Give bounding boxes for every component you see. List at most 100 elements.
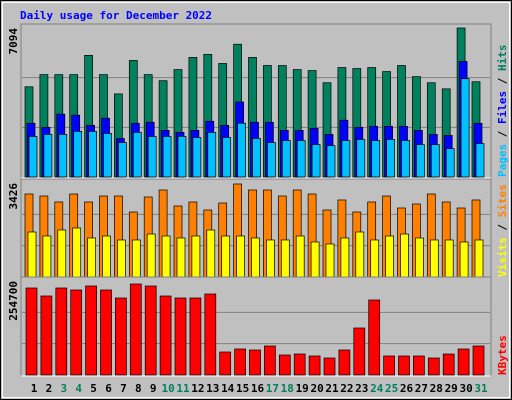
bar [57,229,67,278]
bar [249,349,261,376]
x-tick-label: 20 [310,382,323,395]
bar [370,239,380,278]
bar [460,78,470,178]
bar [356,139,366,178]
bar [176,237,186,278]
bar [401,140,410,178]
bar [146,233,156,278]
x-tick-label: 21 [325,382,339,395]
x-tick-label: 31 [474,382,488,395]
x-tick-label: 1 [31,382,38,395]
x-tick-label: 15 [236,382,249,395]
bar [293,353,306,376]
bar [355,231,365,278]
x-tick-label: 14 [221,382,235,395]
x-tick-label: 9 [150,382,157,395]
legend-separator: / [496,77,509,84]
bar [325,243,335,278]
bar [445,148,455,178]
bar [192,137,202,178]
bar [251,237,260,278]
x-tick-label: 19 [296,382,309,395]
bar [28,136,38,178]
bar [266,239,275,278]
bar [368,299,381,376]
bar [43,134,53,178]
legend-separator [496,137,509,144]
x-tick-label: 10 [161,382,174,395]
bar [25,287,38,376]
bar [427,357,440,376]
x-tick-label: 18 [281,382,294,395]
y-tick-label: 7094 [7,28,20,55]
x-tick-label: 7 [120,382,127,395]
bar [457,348,470,376]
bar [430,144,440,178]
legend-separator: / [496,130,509,137]
legend-separator [496,231,509,238]
y-tick-label: 3426 [7,183,20,210]
x-tick-label: 13 [206,382,219,395]
bar [236,235,245,278]
bar [474,239,484,278]
x-tick-label: 3 [60,382,67,395]
x-tick-label: 12 [191,382,204,395]
bar [103,133,112,178]
bar [442,353,455,376]
bar [252,138,261,178]
bar [323,357,336,376]
bar [296,140,306,178]
x-tick-label: 22 [340,382,353,395]
x-tick-label: 24 [370,382,384,395]
bar [27,231,37,278]
bar [278,354,291,376]
legend-separator [496,217,509,224]
bar [177,136,187,178]
legend-entry: Sites [496,184,509,217]
bar [267,142,276,178]
bar [264,345,276,376]
bar [472,345,485,376]
bar [42,235,52,278]
bar [383,355,395,376]
bar [132,132,142,178]
bar [416,144,425,178]
bar [159,295,172,376]
bar [353,327,366,376]
bar [281,140,291,178]
bar [386,139,395,178]
legend: Pages / Files / Hits [496,45,509,178]
x-tick-label: 6 [105,382,112,395]
bar [161,235,171,278]
bar [87,237,96,278]
bar [55,287,68,376]
bar [308,355,321,376]
bar [204,293,217,376]
x-tick-label: 4 [75,382,82,395]
bar [100,289,112,376]
bar [129,283,142,376]
bar [415,237,424,278]
bar [475,143,485,178]
legend: KBytes [496,335,509,375]
bar [70,289,83,376]
legend-entry: Hits [496,45,509,72]
x-tick-label: 26 [400,382,414,395]
x-tick-label: 25 [385,382,398,395]
bar [58,134,68,178]
bar [459,241,469,278]
bar [413,355,425,376]
x-tick-label: 11 [176,382,190,395]
x-tick-label: 5 [90,382,97,395]
bar [326,145,336,178]
legend: Visits / Sites [496,184,509,277]
bar [400,233,409,278]
bar [117,239,126,278]
bar [144,285,157,376]
bar [147,136,157,178]
bar [174,297,187,376]
x-tick-label: 28 [430,382,443,395]
bar [311,144,321,178]
legend-separator [496,124,509,131]
